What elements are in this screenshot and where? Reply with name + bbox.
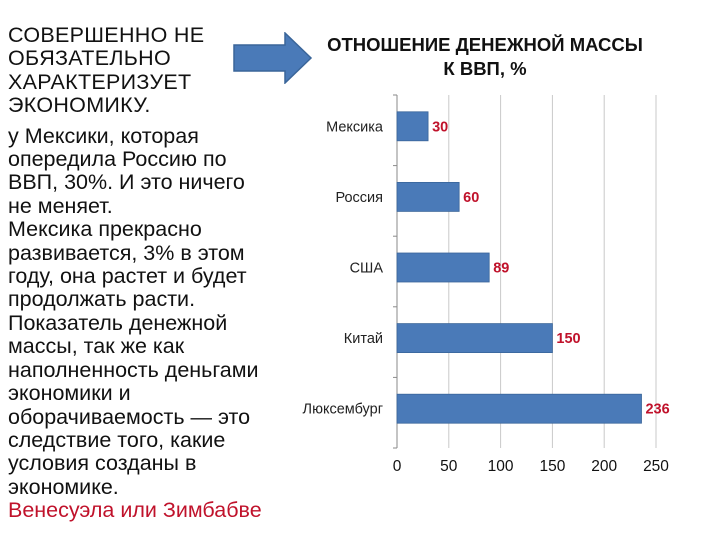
- bar: [396, 181, 460, 212]
- category-label: США: [350, 261, 384, 277]
- category-label: Китай: [344, 331, 383, 347]
- value-label: 60: [463, 190, 479, 206]
- body-line: экономике.: [8, 474, 119, 499]
- x-tick-label: 200: [591, 458, 617, 475]
- body-line: опередила Россию по: [8, 147, 227, 172]
- text-block: СОВЕРШЕННО НЕ ОБЯЗАТЕЛЬНО ХАРАКТЕРИЗУЕТ …: [8, 23, 298, 523]
- heading-line: СОВЕРШЕННО НЕ: [8, 23, 205, 47]
- body-line: Мексика прекрасно: [8, 217, 202, 242]
- heading-line: ЭКОНОМИКУ.: [8, 93, 151, 118]
- highlight-line: Венесуэла или Зимбабве: [8, 498, 262, 523]
- chart-title-line: ОТНОШЕНИЕ ДЕНЕЖНОЙ МАССЫ: [327, 34, 643, 55]
- body-line: массы, так же как: [8, 334, 185, 359]
- x-tick-label: 250: [643, 458, 669, 475]
- chart-title: ОТНОШЕНИЕ ДЕНЕЖНОЙ МАССЫ К ВВП, %: [305, 33, 665, 81]
- body-line: у Мексики, которая: [8, 123, 199, 148]
- body-line: экономики и: [8, 381, 131, 406]
- category-label: Люксембург: [303, 402, 383, 418]
- x-tick-label: 100: [488, 458, 514, 475]
- heading-line: ХАРАКТЕРИЗУЕТ: [8, 69, 192, 94]
- body-line: не меняет.: [8, 193, 113, 218]
- bar: [396, 111, 429, 142]
- category-label: Мексика: [326, 119, 384, 135]
- body-line: оборачиваемость — это: [8, 404, 251, 429]
- body-line: году, она растет и будет: [8, 264, 247, 289]
- heading-line: ОБЯЗАТЕЛЬНО: [8, 46, 172, 71]
- value-label: 150: [556, 331, 580, 347]
- body-line: продолжать расти.: [8, 287, 196, 312]
- chart-title-line: К ВВП, %: [443, 58, 527, 79]
- body-line: ВВП, 30%. И это ничего: [8, 170, 245, 195]
- value-label: 236: [645, 402, 669, 418]
- value-label: 30: [432, 119, 448, 135]
- value-label: 89: [493, 261, 509, 277]
- body-line: наполненность деньгами: [8, 357, 259, 382]
- right-arrow-icon: [233, 32, 313, 84]
- bar: [396, 252, 490, 283]
- category-label: Россия: [335, 190, 383, 206]
- body-line: развивается, 3% в этом: [8, 240, 245, 265]
- body-line: условия созданы в: [8, 451, 197, 476]
- x-tick-label: 150: [539, 458, 565, 475]
- body-line: Показатель денежной: [8, 310, 228, 335]
- bar: [396, 323, 553, 354]
- x-tick-label: 50: [440, 458, 458, 475]
- x-tick-label: 0: [393, 458, 402, 475]
- bar: [396, 393, 642, 424]
- body-line: следствие того, какие: [8, 427, 226, 452]
